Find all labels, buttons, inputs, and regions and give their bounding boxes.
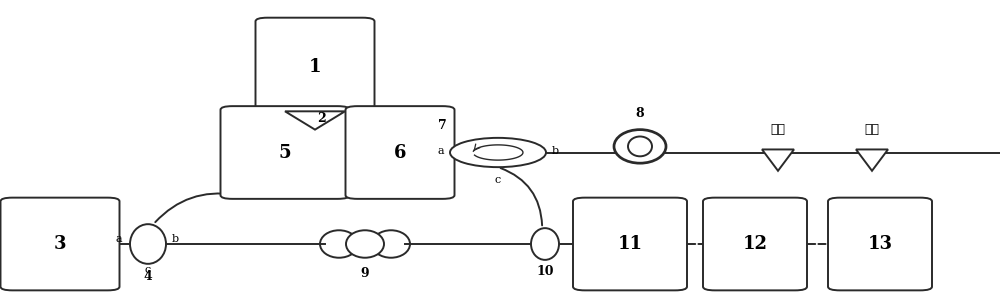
- FancyBboxPatch shape: [573, 198, 687, 290]
- Text: 5: 5: [279, 143, 291, 162]
- FancyBboxPatch shape: [256, 18, 374, 117]
- Ellipse shape: [372, 230, 410, 258]
- FancyArrowPatch shape: [155, 193, 235, 222]
- Ellipse shape: [320, 230, 358, 258]
- Ellipse shape: [628, 137, 652, 156]
- FancyBboxPatch shape: [220, 106, 350, 199]
- Text: a: a: [437, 146, 444, 156]
- Text: 6: 6: [394, 143, 406, 162]
- Circle shape: [450, 138, 546, 167]
- Text: 7: 7: [438, 119, 446, 132]
- FancyBboxPatch shape: [346, 106, 454, 199]
- Text: c: c: [495, 175, 501, 185]
- Text: b: b: [172, 234, 179, 243]
- Text: 9: 9: [361, 267, 369, 280]
- Text: 振动: 振动: [864, 123, 880, 136]
- Text: 振动: 振动: [770, 123, 786, 136]
- Text: 4: 4: [144, 270, 152, 283]
- Text: c: c: [145, 265, 151, 275]
- Polygon shape: [856, 149, 888, 171]
- Ellipse shape: [346, 230, 384, 258]
- FancyBboxPatch shape: [703, 198, 807, 290]
- Ellipse shape: [614, 130, 666, 163]
- Text: 2: 2: [317, 112, 325, 124]
- Ellipse shape: [130, 224, 166, 264]
- Text: 3: 3: [54, 235, 66, 253]
- FancyArrowPatch shape: [501, 168, 542, 225]
- Text: a: a: [115, 234, 122, 243]
- FancyBboxPatch shape: [0, 198, 120, 290]
- Ellipse shape: [531, 228, 559, 260]
- Text: 11: 11: [618, 235, 642, 253]
- Text: 13: 13: [868, 235, 893, 253]
- Text: b: b: [552, 146, 559, 156]
- Text: 12: 12: [742, 235, 768, 253]
- Text: 8: 8: [636, 107, 644, 120]
- Polygon shape: [285, 111, 345, 130]
- Text: 1: 1: [309, 58, 321, 76]
- FancyBboxPatch shape: [828, 198, 932, 290]
- Text: 10: 10: [536, 265, 554, 278]
- Polygon shape: [762, 149, 794, 171]
